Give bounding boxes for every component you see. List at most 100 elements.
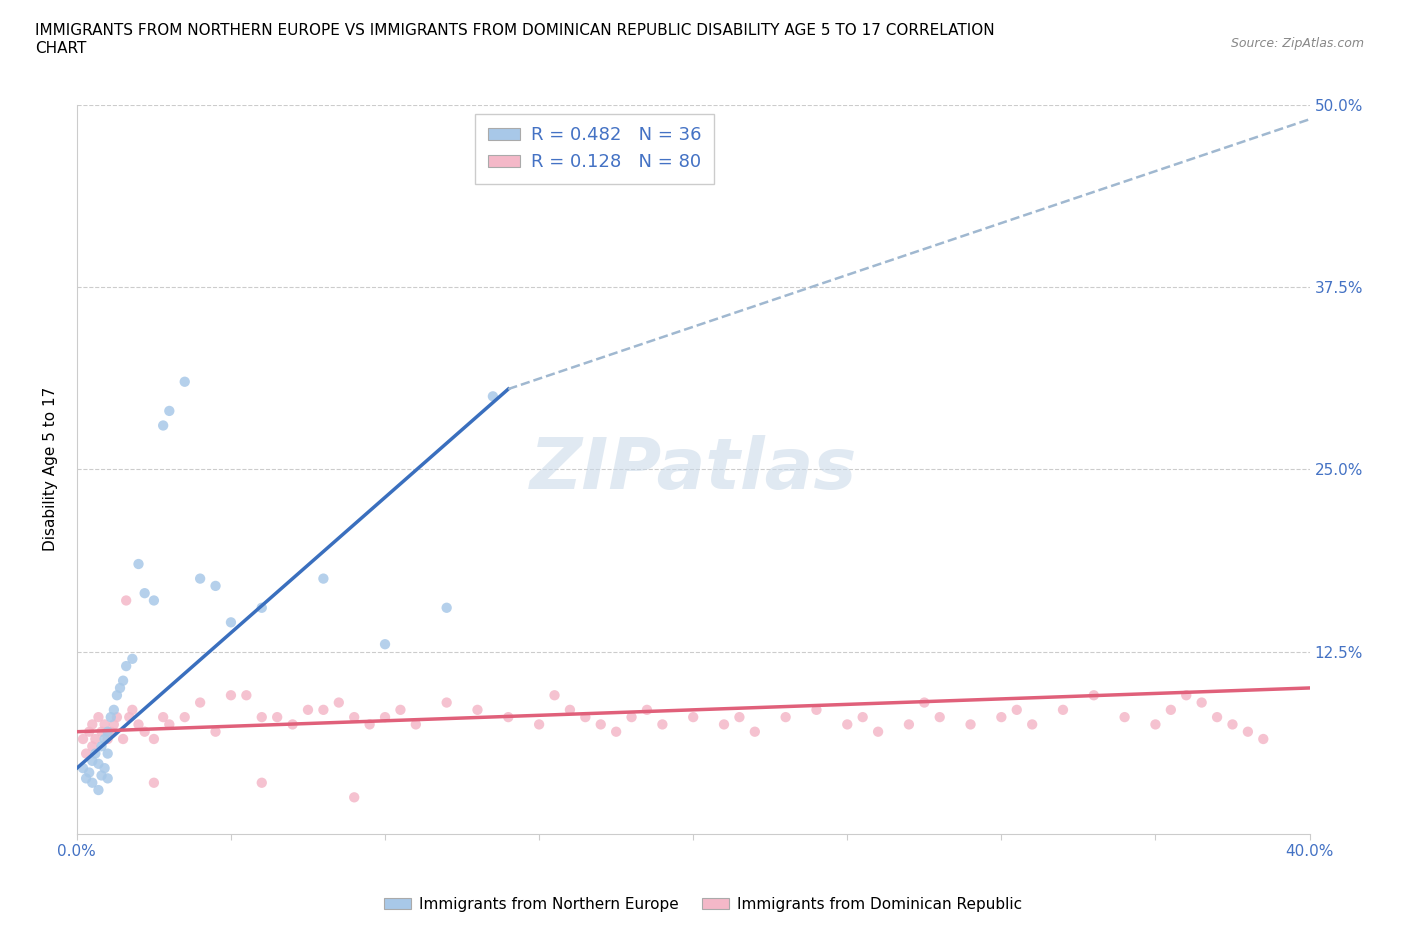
Point xyxy=(1175,688,1198,703)
Point xyxy=(1021,717,1043,732)
Point xyxy=(343,710,366,724)
Point xyxy=(868,724,890,739)
Point xyxy=(173,710,195,724)
Point xyxy=(1114,710,1136,724)
Point xyxy=(713,717,735,732)
Point xyxy=(84,732,107,747)
Point xyxy=(87,710,110,724)
Point xyxy=(97,771,120,786)
Point xyxy=(128,556,150,571)
Point xyxy=(250,710,273,724)
Point xyxy=(897,717,920,732)
Point xyxy=(912,695,935,710)
Point xyxy=(72,761,94,776)
Point xyxy=(82,753,104,768)
Point xyxy=(188,695,211,710)
Point xyxy=(250,601,273,616)
Point xyxy=(157,717,180,732)
Point xyxy=(204,578,226,593)
Legend: R = 0.482   N = 36, R = 0.128   N = 80: R = 0.482 N = 36, R = 0.128 N = 80 xyxy=(475,113,714,184)
Point xyxy=(620,710,643,724)
Point xyxy=(82,776,104,790)
Point xyxy=(543,688,565,703)
Point xyxy=(142,732,165,747)
Point xyxy=(959,717,981,732)
Point xyxy=(1253,732,1275,747)
Point xyxy=(128,717,150,732)
Point xyxy=(1160,702,1182,717)
Point xyxy=(389,702,412,717)
Point xyxy=(374,637,396,652)
Point xyxy=(152,710,174,724)
Point xyxy=(1237,724,1260,739)
Point xyxy=(1144,717,1167,732)
Point xyxy=(72,732,94,747)
Point xyxy=(527,717,550,732)
Point xyxy=(728,710,751,724)
Point xyxy=(75,771,97,786)
Point xyxy=(1083,688,1105,703)
Point xyxy=(173,374,195,389)
Point xyxy=(93,732,115,747)
Y-axis label: Disability Age 5 to 17: Disability Age 5 to 17 xyxy=(44,387,58,551)
Point xyxy=(77,765,100,780)
Point xyxy=(775,710,797,724)
Point xyxy=(121,702,143,717)
Point xyxy=(990,710,1012,724)
Point xyxy=(90,768,112,783)
Point xyxy=(281,717,304,732)
Point xyxy=(82,738,104,753)
Point xyxy=(636,702,658,717)
Point xyxy=(142,593,165,608)
Point xyxy=(837,717,859,732)
Point xyxy=(134,586,156,601)
Point xyxy=(1222,717,1244,732)
Point xyxy=(115,658,138,673)
Point xyxy=(188,571,211,586)
Text: ZIPatlas: ZIPatlas xyxy=(530,434,856,504)
Point xyxy=(219,615,242,630)
Point xyxy=(90,724,112,739)
Point xyxy=(436,601,458,616)
Point xyxy=(97,746,120,761)
Point xyxy=(142,776,165,790)
Point xyxy=(77,724,100,739)
Point xyxy=(97,732,120,747)
Point xyxy=(682,710,704,724)
Point xyxy=(100,710,122,724)
Point xyxy=(121,651,143,666)
Point xyxy=(90,738,112,753)
Point xyxy=(105,688,128,703)
Point xyxy=(75,746,97,761)
Point xyxy=(1052,702,1074,717)
Point xyxy=(266,710,288,724)
Point xyxy=(744,724,766,739)
Point xyxy=(82,717,104,732)
Legend: Immigrants from Northern Europe, Immigrants from Dominican Republic: Immigrants from Northern Europe, Immigra… xyxy=(378,891,1028,918)
Point xyxy=(219,688,242,703)
Point xyxy=(589,717,612,732)
Point xyxy=(467,702,489,717)
Point xyxy=(103,702,125,717)
Point xyxy=(97,724,120,739)
Text: IMMIGRANTS FROM NORTHERN EUROPE VS IMMIGRANTS FROM DOMINICAN REPUBLIC DISABILITY: IMMIGRANTS FROM NORTHERN EUROPE VS IMMIG… xyxy=(35,23,995,56)
Point xyxy=(574,710,596,724)
Point xyxy=(806,702,828,717)
Point xyxy=(87,783,110,798)
Point xyxy=(852,710,875,724)
Point xyxy=(343,790,366,804)
Point xyxy=(436,695,458,710)
Point xyxy=(100,724,122,739)
Point xyxy=(112,732,135,747)
Text: Source: ZipAtlas.com: Source: ZipAtlas.com xyxy=(1230,37,1364,50)
Point xyxy=(297,702,319,717)
Point xyxy=(112,673,135,688)
Point xyxy=(359,717,381,732)
Point xyxy=(558,702,581,717)
Point xyxy=(84,746,107,761)
Point xyxy=(1206,710,1229,724)
Point xyxy=(328,695,350,710)
Point xyxy=(482,389,505,404)
Point xyxy=(605,724,627,739)
Point xyxy=(1005,702,1028,717)
